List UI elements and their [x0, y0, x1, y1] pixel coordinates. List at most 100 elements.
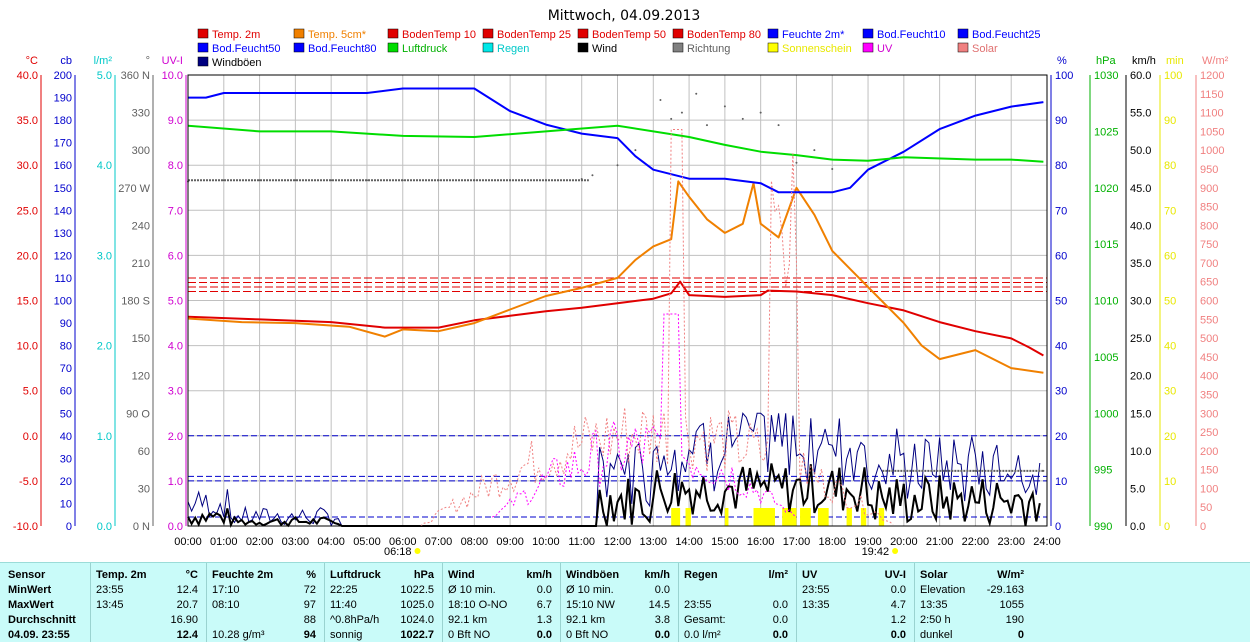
legend-label: Bod.Feucht50	[212, 43, 281, 55]
legend-swatch	[197, 56, 209, 67]
direction-dot	[741, 117, 744, 120]
legend-swatch	[293, 28, 305, 39]
x-tick: 23:00	[997, 536, 1025, 548]
table-cell-value: 0.0	[654, 629, 670, 641]
legend-label: Solar	[972, 43, 998, 55]
table-cell-value: km/h	[644, 569, 670, 581]
axis-tick-left: 25.0	[17, 205, 38, 217]
axis-tick-left: 270 W	[118, 183, 150, 195]
table-cell-label: Luftdruck	[330, 569, 381, 581]
legend-swatch	[197, 42, 209, 53]
table-cell-value: 0.0	[772, 599, 788, 611]
table-column: Luftdruck hPa 22:25 1022.5 11:40 1025.0 ^0.8hP…	[324, 563, 443, 642]
table-cell-value: 12.4	[176, 629, 198, 641]
legend-label: BodenTemp 10	[402, 29, 476, 41]
axis-tick-left: 180	[54, 115, 72, 127]
axis-tick-right: 1050	[1200, 126, 1224, 138]
x-tick: 13:00	[640, 536, 668, 548]
table-cell-label: 0 Bft NO	[566, 629, 609, 641]
axis-tick-left: 90	[60, 318, 72, 330]
x-tick: 11:00	[568, 536, 595, 548]
x-tick: 09:00	[496, 536, 524, 548]
table-cell-value: 3.8	[654, 614, 670, 626]
table-cell-label: 0.0 l/m²	[684, 629, 721, 641]
x-tick: 12:00	[604, 536, 632, 548]
direction-dot	[813, 149, 816, 152]
table-cell-label: 10.28 g/m³	[212, 629, 265, 641]
axis-tick-right: 50.0	[1130, 145, 1151, 157]
table-cell-label: MaxWert	[8, 599, 54, 611]
direction-dot	[680, 111, 683, 114]
axis-tick-left: 80	[60, 341, 72, 353]
table-cell-value: l/m²	[768, 569, 788, 581]
axis-tick-right: 40	[1055, 341, 1067, 353]
axis-unit-left: °	[146, 55, 150, 67]
table-cell-label: Solar	[920, 569, 948, 581]
axis-tick-right: 100	[1200, 483, 1218, 495]
axis-tick-left: -5.0	[19, 476, 38, 488]
legend-label: Bod.Feucht80	[308, 43, 377, 55]
direction-dot	[670, 117, 673, 120]
axis-tick-right: 1100	[1200, 108, 1224, 120]
axis-tick-left: 3.0	[168, 386, 183, 398]
axis-tick-right: 1010	[1094, 296, 1118, 308]
axis-tick-left: 0.0	[97, 521, 112, 533]
axis-tick-right: 50	[1055, 296, 1067, 308]
table-cell-label: 15:10 NW	[566, 599, 615, 611]
legend-label: Feuchte 2m*	[782, 29, 845, 41]
axis-tick-left: 1.0	[168, 476, 183, 488]
table-cell-value: 1.2	[890, 614, 906, 626]
axis-tick-right: 1030	[1094, 70, 1118, 82]
axis-tick-left: 6.0	[168, 250, 183, 262]
axis-tick-left: 3.0	[97, 250, 112, 262]
legend-label: Sonnenschein	[782, 43, 852, 55]
legend-swatch	[862, 42, 874, 53]
legend-swatch	[387, 42, 399, 53]
table-cell-label: UV	[802, 569, 818, 581]
axis-tick-right: 40.0	[1130, 220, 1151, 232]
axis-tick-right: 100	[1164, 70, 1182, 82]
axis-tick-left: 120	[54, 250, 72, 262]
series-luftdruck	[187, 124, 1044, 163]
direction-dot	[705, 124, 708, 127]
axis-tick-right: 350	[1200, 389, 1218, 401]
axis-tick-left: 330	[132, 108, 150, 120]
axis-tick-left: 5.0	[97, 70, 112, 82]
axis-tick-right: 10	[1164, 476, 1176, 488]
direction-dot	[902, 474, 905, 477]
direction-dot	[795, 161, 798, 164]
legend-label: Luftdruck	[402, 43, 448, 55]
axis-tick-left: 7.0	[168, 205, 183, 217]
x-tick: 08:00	[461, 536, 489, 548]
series-windboeen	[187, 412, 1041, 527]
axis-tick-right: 60	[1055, 250, 1067, 262]
table-cell-value: 1055	[999, 599, 1024, 611]
table-cell-value: 0.0	[772, 629, 788, 641]
direction-dot	[616, 164, 619, 167]
x-tick: 17:00	[783, 536, 811, 548]
axis-tick-left: 150	[54, 183, 72, 195]
direction-dot	[659, 99, 662, 102]
axis-tick-right: 10.0	[1130, 446, 1151, 458]
axis-tick-right: 60.0	[1130, 70, 1151, 82]
table-cell-value: km/h	[526, 569, 552, 581]
table-cell-value: hPa	[413, 569, 434, 581]
table-column: Solar W/m² Elevation -29.163 13:35 1055 2:50 h…	[914, 563, 1250, 642]
x-tick: 24:00	[1033, 536, 1061, 548]
legend-swatch	[862, 28, 874, 39]
direction-dot	[777, 124, 780, 127]
axis-tick-right: 50	[1200, 502, 1212, 514]
table-cell-value: °C	[185, 569, 198, 581]
legend-swatch	[767, 42, 779, 53]
axis-tick-right: 550	[1200, 314, 1218, 326]
table-cell-value: 0	[1017, 629, 1024, 641]
axis-tick-right: 850	[1200, 202, 1218, 214]
legend: Temp. 2m Temp. 5cm* BodenTemp 10 BodenTemp …	[197, 28, 1041, 69]
legend-label: UV	[877, 43, 893, 55]
legend-swatch	[767, 28, 779, 39]
axis-tick-right: 1025	[1094, 126, 1118, 138]
axis-tick-right: 0	[1055, 521, 1061, 533]
x-tick: 16:00	[747, 536, 775, 548]
axis-tick-left: 30	[138, 483, 150, 495]
table-cell-label: Sensor	[8, 569, 46, 581]
